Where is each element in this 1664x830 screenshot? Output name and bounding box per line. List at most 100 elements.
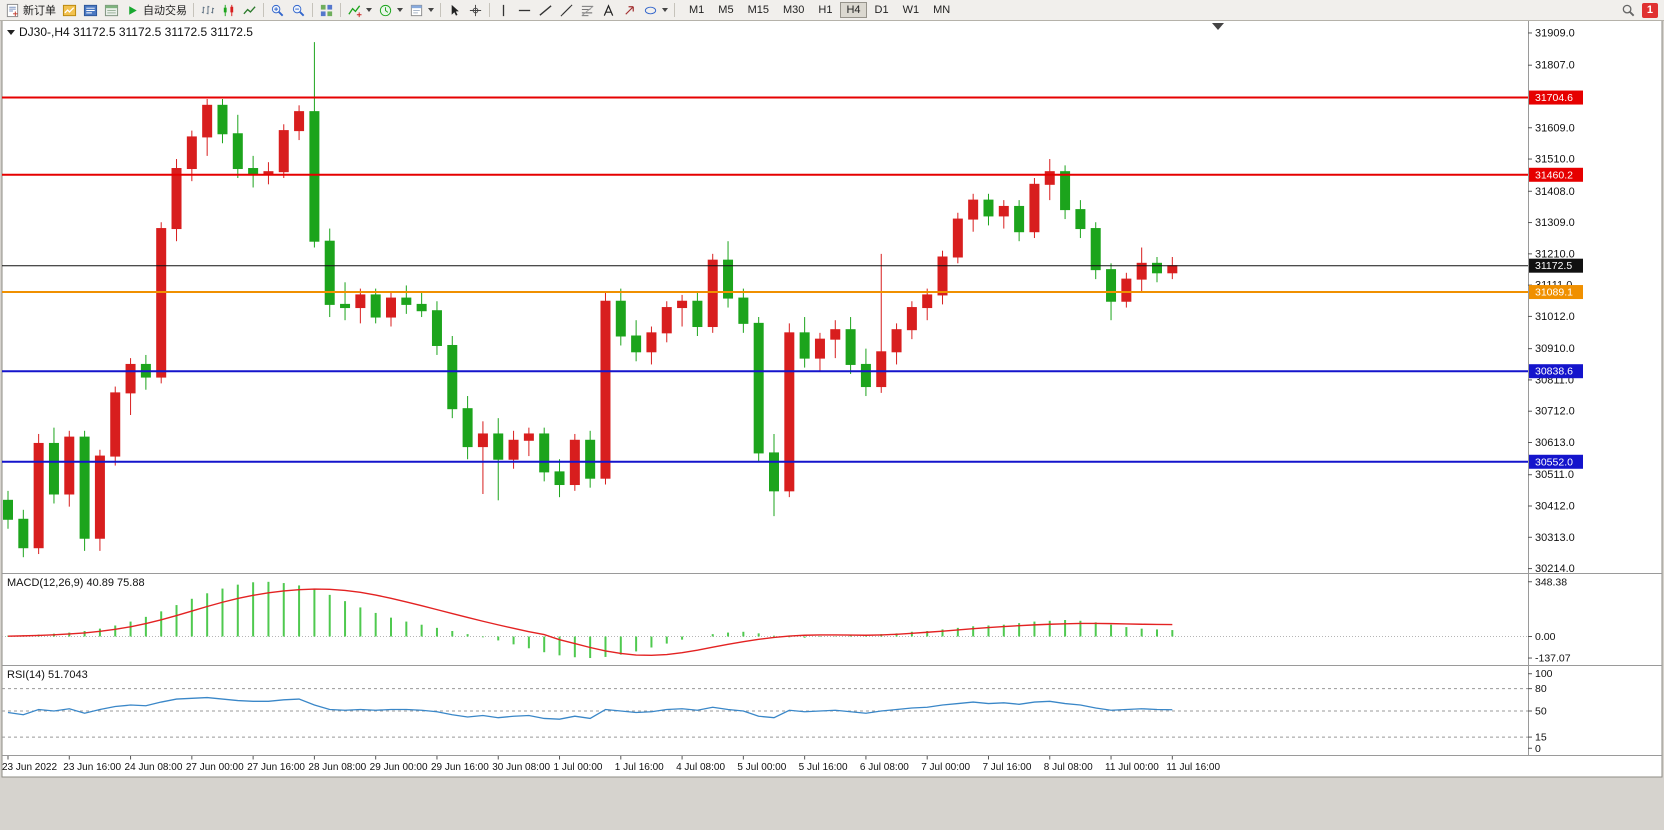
svg-text:31510.0: 31510.0: [1535, 154, 1575, 166]
candle-body: [876, 351, 887, 388]
svg-text:8 Jul 08:00: 8 Jul 08:00: [1044, 762, 1093, 773]
cursor-icon: [451, 4, 459, 16]
chart-ohlc-header: DJ30-,H4 31172.5 31172.5 31172.5 31172.5: [7, 25, 253, 39]
new-order-button[interactable]: 新订单: [2, 1, 59, 19]
candle-body: [860, 363, 871, 388]
candle-body: [386, 297, 396, 318]
candle-body: [1075, 209, 1086, 230]
candle-body: [523, 433, 534, 441]
price-tag-30552.0: [1529, 454, 1583, 469]
indicators-button[interactable]: [344, 1, 375, 19]
svg-text:30313.0: 30313.0: [1535, 532, 1575, 544]
time-axis[interactable]: 23 Jun 2022 23 Jun 16:00 24 Jun 08:00 27 Ju…: [2, 756, 1221, 773]
autotrade-label: 自动交易: [143, 5, 187, 17]
zoom-out-button[interactable]: [288, 1, 309, 19]
data-window-button[interactable]: [101, 1, 122, 19]
svg-text:31909.0: 31909.0: [1535, 27, 1575, 39]
search-icon[interactable]: [1621, 3, 1636, 18]
candle-body: [1121, 278, 1132, 302]
candle-body: [631, 335, 642, 353]
timeframe-button-m5[interactable]: M5: [712, 2, 739, 18]
tile-windows-button[interactable]: [316, 1, 337, 19]
timeframe-button-m1[interactable]: M1: [683, 2, 710, 18]
svg-text:31807.0: 31807.0: [1535, 60, 1575, 72]
new-chart-button[interactable]: [59, 1, 80, 19]
candle-body: [416, 303, 427, 312]
data-window-icon: [104, 4, 119, 16]
candle-body: [18, 518, 29, 549]
new-order-icon: [6, 3, 19, 17]
svg-text:27 Jun 00:00: 27 Jun 00:00: [186, 762, 244, 773]
market-watch-icon: [83, 4, 98, 16]
candle-body: [723, 259, 734, 299]
svg-text:348.38: 348.38: [1535, 576, 1567, 588]
market-watch-button[interactable]: [80, 1, 101, 19]
indicators-icon: [348, 4, 362, 17]
scroll-shift-marker-icon[interactable]: [1212, 23, 1224, 30]
candle-body: [340, 303, 351, 309]
shapes-tool-button[interactable]: [640, 1, 671, 19]
zoom-out-icon: [292, 4, 305, 16]
vertical-line-tool-button[interactable]: [493, 1, 514, 19]
timeframe-button-h4[interactable]: H4: [840, 2, 867, 18]
candle-body: [33, 442, 44, 549]
svg-text:30511.0: 30511.0: [1535, 469, 1574, 481]
zoom-in-button[interactable]: [267, 1, 288, 19]
notification-badge[interactable]: 1: [1641, 2, 1658, 18]
price-tag-31089.1: [1529, 285, 1583, 300]
trendline-tool-button[interactable]: [535, 1, 556, 19]
bar-chart-button[interactable]: [197, 1, 218, 19]
candle-body: [508, 439, 519, 460]
candle-body: [493, 433, 504, 460]
candle-body: [784, 332, 795, 492]
candlestick-chart-button[interactable]: [218, 1, 239, 19]
price-tag-30838.6: [1529, 364, 1583, 379]
timeframe-button-d1[interactable]: D1: [869, 2, 895, 18]
candle-body: [998, 205, 1009, 217]
toolbar-separator: [674, 3, 675, 17]
text-tool-button[interactable]: [598, 1, 619, 19]
toolbar-separator: [489, 3, 490, 17]
crosshair-tool-button[interactable]: [465, 1, 486, 19]
svg-text:100: 100: [1535, 668, 1553, 680]
svg-text:31460.2: 31460.2: [1535, 169, 1573, 181]
templates-icon: [410, 4, 423, 16]
candle-body: [814, 338, 825, 359]
cursor-tool-button[interactable]: [444, 1, 465, 19]
candle-body: [79, 436, 90, 539]
trendline-icon: [539, 4, 552, 16]
svg-text:30412.0: 30412.0: [1535, 501, 1575, 513]
candle-body: [692, 300, 703, 328]
svg-text:5 Jul 16:00: 5 Jul 16:00: [799, 762, 848, 773]
fibonacci-tool-button[interactable]: [577, 1, 598, 19]
svg-text:4 Jul 08:00: 4 Jul 08:00: [676, 762, 725, 773]
svg-text:30712.0: 30712.0: [1535, 406, 1575, 418]
timeframe-button-w1[interactable]: W1: [897, 2, 926, 18]
periods-button[interactable]: [375, 1, 406, 19]
price-axis[interactable]: 31909.0 31807.0 31609.0 31510.0 31408.0 31309…: [1528, 27, 1583, 575]
candlestick-chart-icon: [223, 4, 234, 16]
timeframe-button-m30[interactable]: M30: [777, 2, 810, 18]
timeframe-button-m15[interactable]: M15: [742, 2, 775, 18]
candle-body: [646, 332, 657, 353]
candle-body: [278, 130, 289, 173]
autotrade-button[interactable]: 自动交易: [122, 1, 190, 19]
templates-button[interactable]: [406, 1, 437, 19]
svg-text:29 Jun 16:00: 29 Jun 16:00: [431, 762, 489, 773]
zoom-in-icon: [271, 4, 284, 16]
horizontal-line-tool-button[interactable]: [514, 1, 535, 19]
timeframe-button-h1[interactable]: H1: [812, 2, 838, 18]
line-chart-button[interactable]: [239, 1, 260, 19]
vertical-line-icon: [502, 4, 505, 16]
crosshair-icon: [469, 4, 482, 16]
svg-text:6 Jul 08:00: 6 Jul 08:00: [860, 762, 909, 773]
arrows-tool-button[interactable]: [619, 1, 640, 19]
timeframe-button-mn[interactable]: MN: [927, 2, 956, 18]
candle-body: [799, 332, 810, 359]
toolbar-right: 1: [1621, 2, 1662, 18]
channel-tool-button[interactable]: [556, 1, 577, 19]
candle-body: [401, 297, 412, 305]
chart-dropdown-icon[interactable]: [7, 29, 15, 35]
